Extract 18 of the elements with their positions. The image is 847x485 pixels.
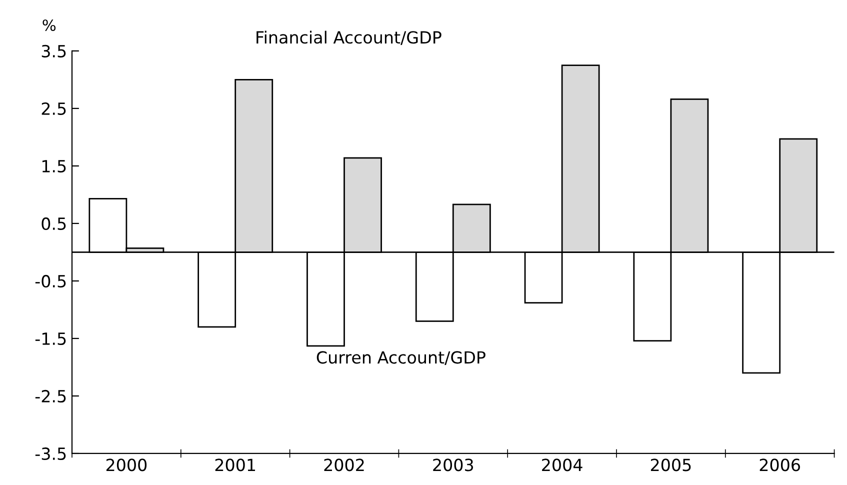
- x-tick-label: 2003: [433, 458, 474, 472]
- y-tick-label: 0.5: [42, 217, 66, 230]
- x-tick-label: 2006: [760, 458, 800, 472]
- x-tick-label: 2002: [324, 458, 364, 472]
- x-tick-label: 2004: [542, 458, 582, 472]
- y-tick-label: 3.5: [42, 44, 66, 58]
- y-tick-label: -1.5: [35, 332, 66, 346]
- y-tick-label: -0.5: [35, 274, 66, 288]
- x-tick-label: 2005: [650, 458, 691, 472]
- x-tick-label: 2001: [215, 458, 256, 472]
- y-tick-label: 2.5: [42, 102, 66, 115]
- series-label: Curren Account/GDP: [316, 351, 486, 366]
- x-tick-label: 2000: [106, 458, 147, 472]
- y-tick-label: -3.5: [35, 447, 66, 460]
- y-tick-label: 1.5: [42, 160, 66, 173]
- y-axis-title: %: [42, 19, 56, 32]
- y-tick-label: -2.5: [35, 390, 66, 403]
- text: Financial Account/GDP: [256, 30, 442, 45]
